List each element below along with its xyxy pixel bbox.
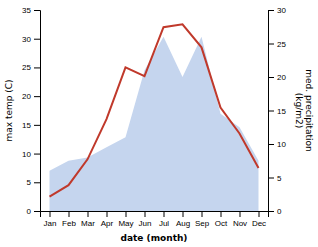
y2-axis-title: med. precipitation(kg/m2) [294,69,314,151]
axis-line [269,11,275,212]
tick-label: 35 [22,6,31,15]
tick-label: Dec [252,219,266,228]
chart: Jan Feb Mar Apr May Jun Jul Aug Sep Oct Nov Dec 0 5 10… [0,0,318,247]
tick-mark [34,10,40,11]
tick-mark [268,10,274,11]
tick-label: 30 [22,35,31,44]
x-axis-title: date (month) [121,233,188,243]
tick-mark [164,211,165,217]
tick-mark [88,211,89,217]
tick: 35 [22,6,40,15]
tick-label: 15 [277,107,286,116]
tick-mark [268,44,274,45]
tick-label: 10 [22,150,31,159]
tick-label: 20 [22,92,31,101]
tick-label: 20 [277,73,286,82]
tick-label: Mar [81,219,95,228]
axis-line [41,212,269,218]
tick: 10 [268,140,286,149]
tick-label: Jul [159,219,169,228]
tick-mark [34,39,40,40]
tick-label: Jan [44,219,57,228]
tick-mark [126,211,127,217]
tick-mark [268,111,274,112]
y-axis: 0 5 10 15 20 25 30 35 [22,6,40,216]
tick-label: Aug [176,219,190,228]
plot-area [50,24,259,211]
tick-label: 0 [277,207,282,216]
tick-mark [34,67,40,68]
tick-mark [240,211,241,217]
tick: Dec [252,211,266,228]
tick: Oct [215,211,228,228]
tick-mark [69,211,70,217]
tick-mark [221,211,222,217]
tick-mark [202,211,203,217]
tick-mark [259,211,260,217]
line [50,24,259,196]
tick-label: Apr [101,219,114,228]
tick-label: Feb [62,219,76,228]
tick-label: Jun [139,219,152,228]
tick: 25 [22,63,40,72]
tick-label: 30 [277,6,286,15]
tick: Mar [81,211,95,228]
tick-label: 25 [22,63,31,72]
tick-mark [34,125,40,126]
tick: 15 [22,121,40,130]
tick-mark [34,211,40,212]
tick-label: 5 [27,178,32,187]
tick-mark [107,211,108,217]
tick-label: Nov [233,219,247,228]
tick-mark [34,154,40,155]
tick: 20 [22,92,40,101]
tick-label: 0 [27,207,32,216]
tick-mark [268,144,274,145]
tick: Jan [44,211,57,228]
tick-label: Sep [195,219,210,228]
tick: 0 [268,207,282,216]
tick: 0 [27,207,40,216]
tick-label: May [118,219,133,228]
area [50,37,259,211]
tick-label: 5 [277,174,282,183]
tick-mark [145,211,146,217]
tick: 25 [268,40,286,49]
tick: 30 [268,6,286,15]
tick: Jul [159,211,169,228]
tick-label: 15 [22,121,31,130]
tick-label: 25 [277,40,286,49]
tick: 15 [268,107,286,116]
tick-mark [268,211,274,212]
tick-mark [183,211,184,217]
tick: Aug [176,211,190,228]
tick-mark [34,96,40,97]
tick-mark [268,178,274,179]
x-axis: Jan Feb Mar Apr May Jun Jul Aug Sep Oct Nov Dec [41,211,269,228]
tick: 10 [22,150,40,159]
tick-mark [34,182,40,183]
tick: 30 [22,35,40,44]
tick: Sep [195,211,210,228]
tick-mark [50,211,51,217]
tick: Nov [233,211,247,228]
tick: 5 [268,174,282,183]
y2-axis: 0 5 10 15 20 25 30 [268,6,286,216]
tick-mark [268,77,274,78]
tick: May [118,211,133,228]
tick: Feb [62,211,76,228]
tick: Jun [139,211,152,228]
tick: 20 [268,73,286,82]
y-axis-title: max temp (C) [4,79,14,141]
tick-label: Oct [215,219,228,228]
tick-label: 10 [277,140,286,149]
axis-line [34,11,41,212]
tick: Apr [101,211,114,228]
tick: 5 [27,178,40,187]
